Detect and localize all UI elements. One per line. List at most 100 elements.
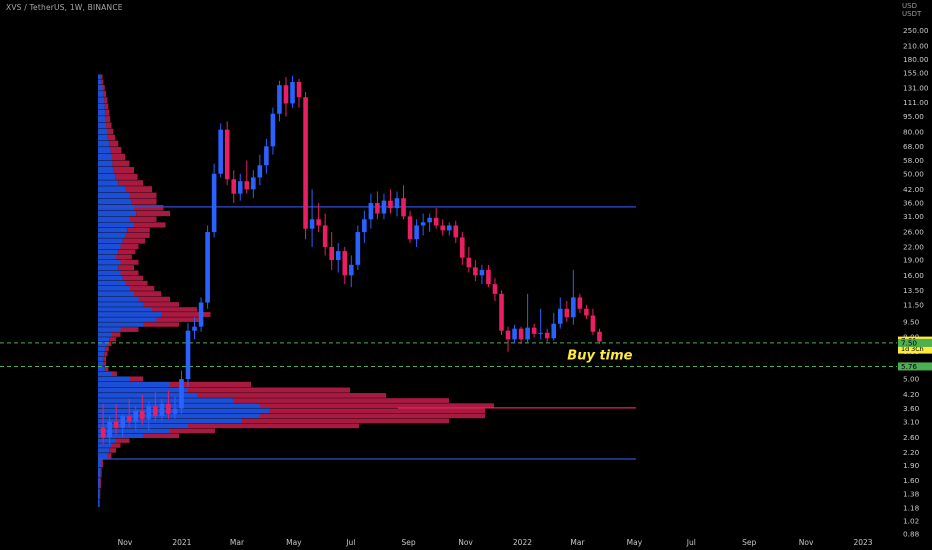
profile-bar-up: [98, 116, 106, 122]
profile-bar-up: [98, 147, 111, 154]
profile-bar-down: [122, 275, 143, 281]
profile-bar-up: [98, 109, 106, 116]
profile-bar-down: [107, 341, 112, 347]
profile-bar-down: [109, 337, 116, 342]
candle-body: [394, 198, 400, 209]
candle-body: [166, 403, 171, 414]
symbol-title: XVS / TetherUS, 1W, BINANCE: [6, 3, 123, 12]
profile-bar-up: [98, 443, 112, 448]
profile-bar-up: [98, 249, 119, 255]
profile-bar-down: [156, 317, 202, 322]
profile-bar-up: [98, 216, 130, 222]
profile-bar-up: [98, 376, 130, 382]
candle-body: [388, 200, 393, 209]
candle-body: [440, 225, 446, 231]
candle-body: [466, 257, 472, 268]
profile-bar-down: [109, 448, 116, 453]
candle-body: [446, 225, 452, 231]
profile-bar-down: [107, 128, 114, 135]
candle-body: [407, 216, 413, 240]
candle-body: [401, 198, 406, 217]
profile-bar-up: [98, 387, 188, 393]
candle-body: [107, 421, 112, 438]
profile-bar-down: [131, 198, 157, 205]
y-tick-label: 2.60: [903, 433, 920, 442]
profile-bar-down: [105, 116, 111, 122]
candle-body: [179, 379, 184, 409]
profile-bar-down: [120, 259, 139, 265]
candle-body: [381, 200, 387, 214]
profile-bar-down: [100, 478, 102, 489]
y-tick-label: 4.20: [903, 390, 920, 399]
candle-body: [348, 264, 354, 276]
x-tick-label: Nov: [799, 538, 814, 547]
profile-bar-up: [98, 198, 132, 205]
candle-body: [564, 308, 570, 318]
y-tick-label: 131.00: [903, 83, 929, 92]
profile-bar-down: [118, 249, 136, 255]
profile-bar-down: [260, 403, 494, 408]
profile-bar-down: [112, 160, 130, 167]
profile-bar-up: [98, 180, 119, 186]
profile-bar-up: [98, 91, 104, 97]
profile-bar-down: [127, 227, 150, 233]
profile-bar-up: [98, 186, 125, 193]
y-tick-label: 210.00: [903, 41, 929, 50]
y-tick-label: 155.00: [903, 68, 929, 77]
y-tick-label: 9.50: [903, 317, 920, 326]
candle-body: [296, 81, 302, 98]
profile-bar-up: [98, 371, 112, 377]
candle-body: [433, 217, 439, 226]
profile-bar-down: [111, 332, 121, 337]
symbol-header[interactable]: XVS / TetherUS, 1W, BINANCE: [6, 3, 123, 12]
price-label-box: [898, 338, 932, 347]
profile-bar-up: [98, 499, 100, 508]
profile-bar-up: [98, 238, 123, 244]
y-tick-label: 111.00: [903, 98, 929, 107]
candle-body: [577, 297, 583, 309]
y-tick-label: 1.60: [903, 476, 920, 485]
candle-body: [544, 332, 550, 339]
profile-bar-down: [233, 398, 449, 403]
candle-body: [257, 165, 263, 178]
candle-body: [113, 421, 119, 428]
candle-body: [159, 403, 165, 417]
profile-bar-up: [98, 134, 108, 141]
y-tick-label: 180.00: [903, 55, 929, 64]
profile-bar-up: [98, 275, 123, 281]
y-tick-label: 3.10: [903, 417, 920, 426]
profile-bar-up: [98, 291, 134, 297]
profile-bar-up: [98, 453, 107, 459]
candle-body: [538, 332, 543, 334]
x-tick-label: Nov: [118, 538, 133, 547]
profile-bar-up: [98, 270, 121, 276]
profile-bar-up: [98, 192, 130, 199]
profile-bar-up: [98, 356, 104, 361]
profile-bar-up: [98, 403, 260, 408]
profile-bar-up: [98, 366, 105, 372]
candle-body: [584, 308, 589, 316]
profile-bar-up: [98, 259, 121, 265]
candle-body: [224, 129, 230, 180]
x-tick-label: 2023: [853, 538, 872, 547]
profile-bar-down: [118, 265, 134, 271]
profile-bar-down: [107, 134, 116, 141]
profile-bar-up: [98, 398, 233, 403]
profile-bar-down: [120, 327, 139, 332]
candle-body: [205, 232, 210, 303]
candle-body: [218, 129, 223, 174]
profile-bar-down: [101, 79, 104, 85]
profile-bar-up: [98, 210, 137, 217]
profile-bar-down: [152, 307, 197, 312]
profile-bar-up: [98, 173, 116, 180]
profile-bar-down: [103, 91, 107, 97]
profile-bar-down: [104, 351, 108, 357]
candle-body: [270, 113, 276, 147]
profile-bar-down: [143, 302, 179, 307]
profile-bar-up: [98, 74, 101, 80]
candle-body: [571, 297, 576, 318]
candle-body: [231, 179, 237, 194]
y-tick-label: 3.60: [903, 404, 920, 413]
